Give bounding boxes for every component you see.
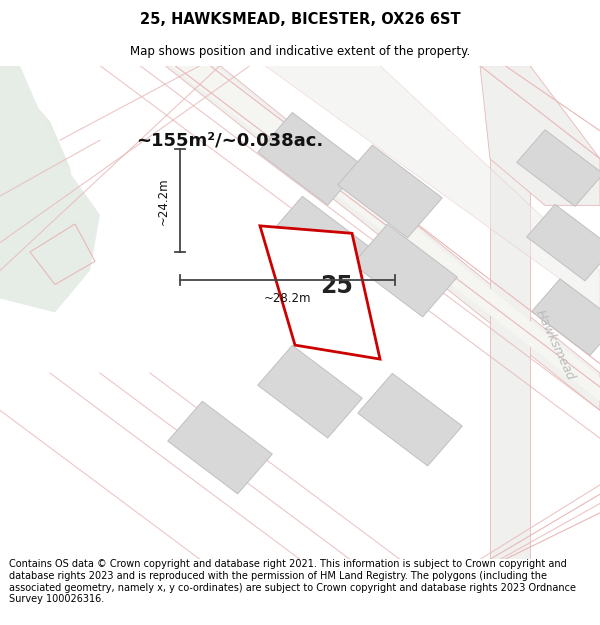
Text: 25: 25 bbox=[320, 274, 353, 298]
Polygon shape bbox=[527, 204, 600, 281]
Polygon shape bbox=[170, 66, 600, 401]
Polygon shape bbox=[165, 66, 600, 411]
Polygon shape bbox=[338, 145, 442, 238]
Polygon shape bbox=[480, 66, 600, 206]
Polygon shape bbox=[532, 279, 600, 356]
Polygon shape bbox=[258, 112, 362, 205]
Text: 25, HAWKSMEAD, BICESTER, OX26 6ST: 25, HAWKSMEAD, BICESTER, OX26 6ST bbox=[140, 12, 460, 27]
Polygon shape bbox=[258, 346, 362, 438]
Text: Contains OS data © Crown copyright and database right 2021. This information is : Contains OS data © Crown copyright and d… bbox=[9, 559, 576, 604]
Text: Map shows position and indicative extent of the property.: Map shows position and indicative extent… bbox=[130, 45, 470, 58]
Polygon shape bbox=[168, 401, 272, 494]
Polygon shape bbox=[0, 66, 80, 299]
Polygon shape bbox=[260, 226, 380, 359]
Polygon shape bbox=[358, 373, 462, 466]
Polygon shape bbox=[517, 130, 600, 206]
Text: ~28.2m: ~28.2m bbox=[264, 292, 311, 305]
Polygon shape bbox=[265, 66, 600, 308]
Text: Hawksmead: Hawksmead bbox=[533, 308, 577, 382]
Polygon shape bbox=[0, 66, 80, 233]
Polygon shape bbox=[0, 66, 100, 312]
Polygon shape bbox=[353, 224, 457, 317]
Polygon shape bbox=[268, 196, 372, 289]
Polygon shape bbox=[490, 66, 530, 559]
Text: ~24.2m: ~24.2m bbox=[157, 177, 170, 224]
Text: ~155m²/~0.038ac.: ~155m²/~0.038ac. bbox=[136, 131, 323, 149]
